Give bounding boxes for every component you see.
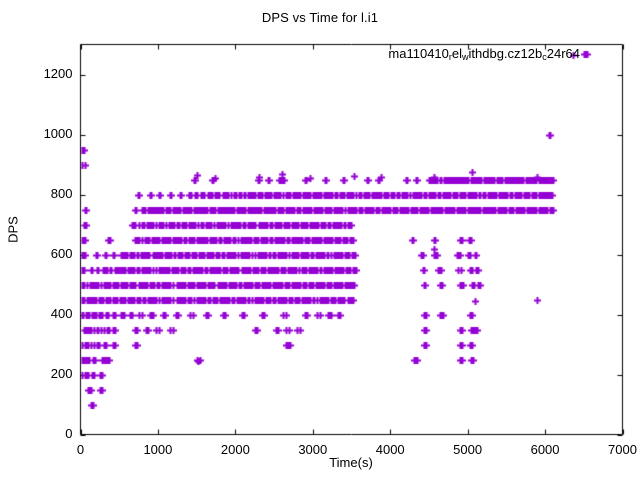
x-tick-label: 7000 bbox=[608, 441, 637, 457]
y-tick-label: 1000 bbox=[43, 125, 73, 141]
x-tick-label: 0 bbox=[76, 441, 85, 457]
x-tick-label: 1000 bbox=[143, 441, 173, 457]
y-tick-label: 400 bbox=[50, 305, 73, 321]
x-tick-label: 5000 bbox=[453, 441, 483, 457]
x-tick-label: 2000 bbox=[220, 441, 250, 457]
x-tick-label: 4000 bbox=[375, 441, 405, 457]
x-tick-label: 6000 bbox=[530, 441, 560, 457]
x-tick-label: 3000 bbox=[298, 441, 328, 457]
y-tick-label: 800 bbox=[50, 185, 73, 201]
y-tick-label: 200 bbox=[50, 365, 73, 381]
legend-entry-label: ma110410relwithdbg.cz12bc24r64 bbox=[388, 46, 580, 62]
y-tick-label: 1200 bbox=[43, 65, 73, 81]
y-tick-label: 600 bbox=[50, 245, 73, 261]
y-tick-label: 0 bbox=[65, 425, 73, 441]
